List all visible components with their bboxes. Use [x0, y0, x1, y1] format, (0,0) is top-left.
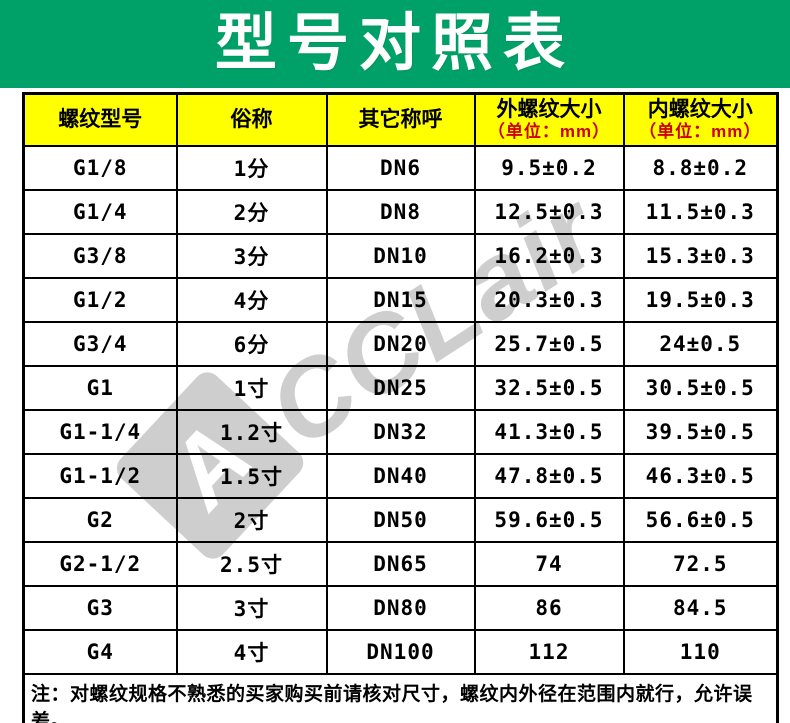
- table-cell: G4: [22, 628, 178, 675]
- table-cell: 11.5±0.3: [622, 188, 779, 235]
- table-cell: 72.5: [622, 540, 779, 587]
- table-cell: G3/8: [22, 232, 178, 279]
- title-banner: 型号对照表: [0, 0, 790, 88]
- spec-table-container: A CCLair 螺纹型号 俗称 其它称呼: [22, 92, 779, 723]
- table-row: G1-1/4 1.2寸 DN32 41.3±0.5 39.5±0.5: [22, 408, 779, 455]
- table-row: G1/8 1分 DN6 9.5±0.2 8.8±0.2: [22, 144, 779, 191]
- table-cell: G2-1/2: [22, 540, 178, 587]
- table-body: G1/8 1分 DN6 9.5±0.2 8.8±0.2 G1/4 2分 DN8 12.5±0.3…: [22, 144, 779, 675]
- table-cell: G3: [22, 584, 178, 631]
- table-cell: G1: [22, 364, 178, 411]
- table-cell: G3/4: [22, 320, 178, 367]
- table-cell: 47.8±0.5: [473, 452, 625, 499]
- table-cell: 2分: [175, 188, 328, 235]
- table-cell: 2.5寸: [175, 540, 328, 587]
- table-cell: 4分: [175, 276, 328, 323]
- table-cell: DN40: [325, 452, 476, 499]
- table-footer: 注：对螺纹规格不熟悉的买家购买前请核对尺寸，螺纹内外径在范围内就行，允许误差。: [22, 672, 779, 723]
- header-common-name: 俗称: [175, 92, 328, 147]
- table-row: G3/8 3分 DN10 16.2±0.3 15.3±0.3: [22, 232, 779, 279]
- table-cell: DN8: [325, 188, 476, 235]
- page-title: 型号对照表: [214, 9, 575, 78]
- table-cell: G1/4: [22, 188, 178, 235]
- table-cell: 4寸: [175, 628, 328, 675]
- table-cell: G1/2: [22, 276, 178, 323]
- table-cell: DN80: [325, 584, 476, 631]
- table-cell: DN65: [325, 540, 476, 587]
- table-cell: 9.5±0.2: [473, 144, 625, 191]
- table-cell: 12.5±0.3: [473, 188, 625, 235]
- table-cell: 24±0.5: [622, 320, 779, 367]
- table-cell: 56.6±0.5: [622, 496, 779, 543]
- table-cell: 3寸: [175, 584, 328, 631]
- table-cell: G1-1/4: [22, 408, 178, 455]
- table-cell: 41.3±0.5: [473, 408, 625, 455]
- table-cell: 1.5寸: [175, 452, 328, 499]
- thread-size-table: 螺纹型号 俗称 其它称呼 外螺纹大小 （单位：mm） 内螺纹大小 （单: [22, 92, 779, 723]
- table-cell: 32.5±0.5: [473, 364, 625, 411]
- header-unit-label: （单位：mm）: [487, 122, 611, 142]
- table-cell: 74: [473, 540, 625, 587]
- table-cell: 2寸: [175, 496, 328, 543]
- table-cell: 16.2±0.3: [473, 232, 625, 279]
- table-cell: DN10: [325, 232, 476, 279]
- table-cell: DN15: [325, 276, 476, 323]
- header-thread-model: 螺纹型号: [22, 92, 178, 147]
- table-cell: DN100: [325, 628, 476, 675]
- table-row: G1/2 4分 DN15 20.3±0.3 19.5±0.3: [22, 276, 779, 323]
- table-cell: 6分: [175, 320, 328, 367]
- table-cell: DN6: [325, 144, 476, 191]
- table-cell: 15.3±0.3: [622, 232, 779, 279]
- header-row: 螺纹型号 俗称 其它称呼 外螺纹大小 （单位：mm） 内螺纹大小 （单: [22, 92, 779, 147]
- table-cell: DN32: [325, 408, 476, 455]
- table-cell: 86: [473, 584, 625, 631]
- table-row: G3/4 6分 DN20 25.7±0.5 24±0.5: [22, 320, 779, 367]
- table-cell: G1/8: [22, 144, 178, 191]
- table-cell: 84.5: [622, 584, 779, 631]
- header-unit-label: （单位：mm）: [639, 122, 762, 142]
- table-cell: 1寸: [175, 364, 328, 411]
- table-cell: 39.5±0.5: [622, 408, 779, 455]
- table-cell: DN20: [325, 320, 476, 367]
- table-cell: 8.8±0.2: [622, 144, 779, 191]
- header-external-thread-size: 外螺纹大小 （单位：mm）: [473, 92, 625, 147]
- header-internal-thread-size: 内螺纹大小 （单位：mm）: [622, 92, 779, 147]
- table-cell: 59.6±0.5: [473, 496, 625, 543]
- table-cell: 46.3±0.5: [622, 452, 779, 499]
- table-cell: 25.7±0.5: [473, 320, 625, 367]
- table-row: G4 4寸 DN100 112 110: [22, 628, 779, 675]
- table-cell: DN50: [325, 496, 476, 543]
- table-header: 螺纹型号 俗称 其它称呼 外螺纹大小 （单位：mm） 内螺纹大小 （单: [22, 92, 779, 147]
- table-cell: 3分: [175, 232, 328, 279]
- table-row: G1 1寸 DN25 32.5±0.5 30.5±0.5: [22, 364, 779, 411]
- table-cell: DN25: [325, 364, 476, 411]
- table-cell: 110: [622, 628, 779, 675]
- table-row: G1/4 2分 DN8 12.5±0.3 11.5±0.3: [22, 188, 779, 235]
- note-row: 注：对螺纹规格不熟悉的买家购买前请核对尺寸，螺纹内外径在范围内就行，允许误差。: [22, 672, 779, 723]
- table-cell: 1.2寸: [175, 408, 328, 455]
- footer-note: 注：对螺纹规格不熟悉的买家购买前请核对尺寸，螺纹内外径在范围内就行，允许误差。: [22, 672, 779, 723]
- table-row: G2 2寸 DN50 59.6±0.5 56.6±0.5: [22, 496, 779, 543]
- table-cell: 19.5±0.3: [622, 276, 779, 323]
- table-cell: 20.3±0.3: [473, 276, 625, 323]
- table-cell: G2: [22, 496, 178, 543]
- table-cell: 1分: [175, 144, 328, 191]
- table-cell: 112: [473, 628, 625, 675]
- table-row: G2-1/2 2.5寸 DN65 74 72.5: [22, 540, 779, 587]
- table-cell: 30.5±0.5: [622, 364, 779, 411]
- header-other-name: 其它称呼: [325, 92, 476, 147]
- table-row: G3 3寸 DN80 86 84.5: [22, 584, 779, 631]
- table-cell: G1-1/2: [22, 452, 178, 499]
- table-row: G1-1/2 1.5寸 DN40 47.8±0.5 46.3±0.5: [22, 452, 779, 499]
